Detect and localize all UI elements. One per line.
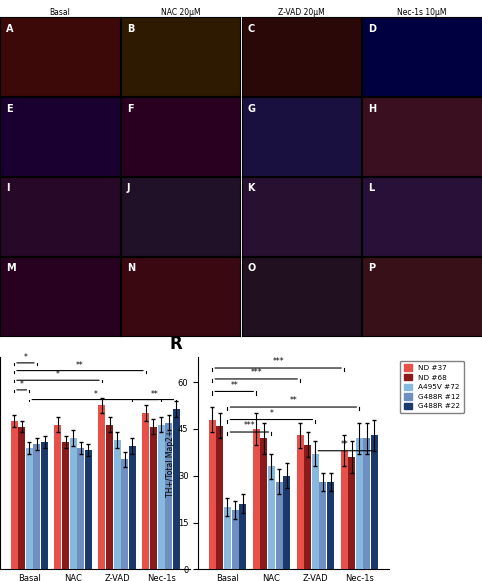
Title: Nec-1s 10μM: Nec-1s 10μM <box>398 9 447 17</box>
Bar <box>150 426 157 569</box>
Text: O: O <box>248 263 256 273</box>
Text: R: R <box>170 335 182 353</box>
Text: I: I <box>6 184 10 193</box>
Bar <box>253 429 260 569</box>
Text: *: * <box>56 370 60 379</box>
Bar <box>320 482 326 569</box>
Bar <box>54 425 62 569</box>
Text: L: L <box>368 184 375 193</box>
Text: *: * <box>269 409 273 418</box>
Bar <box>106 425 113 569</box>
Legend: ND #37, ND #68, A495V #72, G488R #12, G488R #22: ND #37, ND #68, A495V #72, G488R #12, G4… <box>400 361 464 413</box>
Bar <box>18 426 25 569</box>
Text: D: D <box>368 24 376 34</box>
Bar <box>239 504 246 569</box>
Bar <box>348 457 355 569</box>
Text: **: ** <box>341 440 349 449</box>
Bar <box>312 454 319 569</box>
Bar <box>296 435 304 569</box>
Bar <box>165 423 172 569</box>
Bar <box>260 438 268 569</box>
Bar <box>276 482 282 569</box>
Bar <box>41 442 48 569</box>
Text: N: N <box>127 263 135 273</box>
Text: A: A <box>6 24 13 34</box>
Text: ***: *** <box>272 357 284 367</box>
Bar <box>363 438 370 569</box>
Bar <box>209 419 216 569</box>
Text: M: M <box>6 263 15 273</box>
Text: K: K <box>248 184 255 193</box>
Bar <box>114 440 120 569</box>
Text: P: P <box>368 263 375 273</box>
Text: B: B <box>127 24 134 34</box>
Text: **: ** <box>76 361 84 370</box>
Text: ***: *** <box>243 421 255 431</box>
Text: J: J <box>127 184 130 193</box>
Text: **: ** <box>230 381 238 390</box>
Bar <box>231 510 239 569</box>
Text: E: E <box>6 103 13 113</box>
Title: Basal: Basal <box>49 9 70 17</box>
Text: H: H <box>368 103 376 113</box>
Text: ***: *** <box>250 368 262 378</box>
Bar <box>356 438 363 569</box>
Bar <box>77 448 84 569</box>
Bar <box>268 467 275 569</box>
Bar <box>26 448 33 569</box>
Bar <box>340 451 348 569</box>
Text: C: C <box>248 24 255 34</box>
Bar <box>98 406 106 569</box>
Bar <box>85 450 92 569</box>
Bar <box>158 425 164 569</box>
Bar <box>142 413 149 569</box>
Title: NAC 20μM: NAC 20μM <box>161 9 201 17</box>
Text: **: ** <box>150 390 158 399</box>
Bar <box>129 446 136 569</box>
Bar <box>304 444 311 569</box>
Text: *: * <box>24 353 27 362</box>
Bar <box>327 482 334 569</box>
Bar <box>371 435 378 569</box>
Y-axis label: TH+/Total Map2+: TH+/Total Map2+ <box>166 429 175 497</box>
Text: F: F <box>127 103 134 113</box>
Bar <box>33 444 40 569</box>
Bar <box>283 476 290 569</box>
Text: **: ** <box>290 396 297 406</box>
Text: *: * <box>20 380 24 389</box>
Bar <box>121 460 128 569</box>
Bar <box>173 409 180 569</box>
Bar <box>70 438 77 569</box>
Text: G: G <box>248 103 255 113</box>
Text: *: * <box>93 390 97 399</box>
Bar <box>11 421 17 569</box>
Bar <box>62 442 69 569</box>
Bar <box>216 426 223 569</box>
Bar <box>224 507 231 569</box>
Title: Z-VAD 20μM: Z-VAD 20μM <box>278 9 325 17</box>
